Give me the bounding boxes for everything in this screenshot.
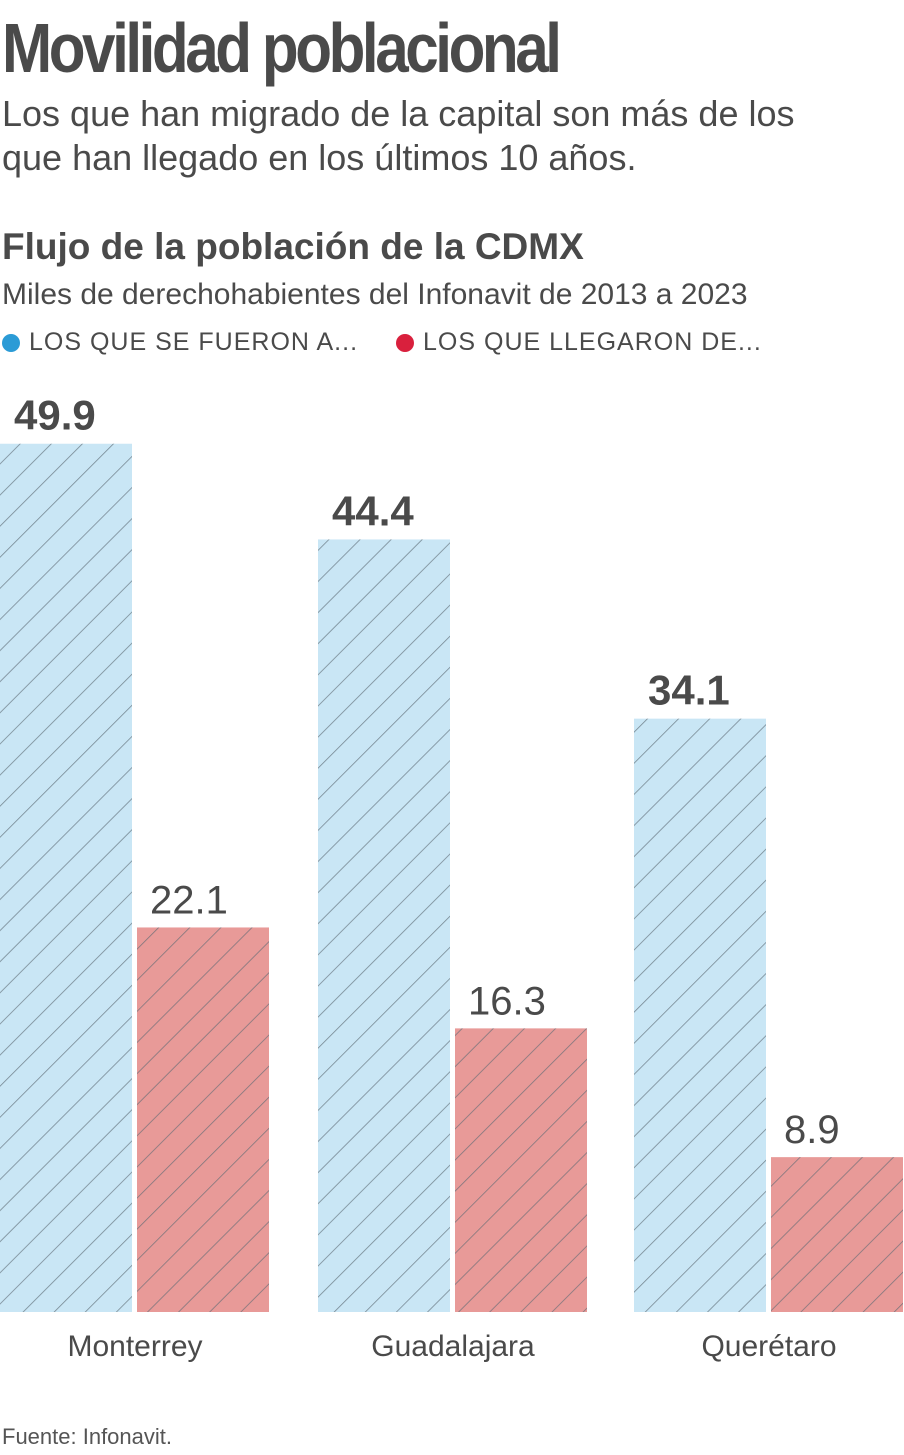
bar-chart: 49.9 22.1 Monterrey 44.4 16.3 Guadalajara 34.1…	[0, 392, 903, 1363]
category-label-0: Monterrey	[67, 1330, 202, 1363]
bar-hatch-left-1	[318, 539, 450, 1312]
bar-hatch-arrived-0	[137, 927, 269, 1312]
value-label-left-1: 44.4	[332, 487, 414, 534]
chart-subtitle: Miles de derechohabientes del Infonavit …	[2, 278, 748, 311]
category-label-2: Querétaro	[701, 1330, 836, 1363]
legend: LOS QUE SE FUERON A... LOS QUE LLEGARON …	[2, 328, 800, 357]
legend-dot-left-icon	[2, 333, 20, 352]
bars-group	[0, 443, 903, 1312]
value-label-left-0: 49.9	[14, 392, 96, 439]
legend-label-arrived: LOS QUE LLEGARON DE...	[423, 328, 762, 356]
category-label-1: Guadalajara	[371, 1330, 535, 1363]
chart-title: Flujo de la población de la CDMX	[2, 226, 584, 267]
bar-hatch-arrived-2	[771, 1157, 903, 1312]
source-note: Fuente: Infonavit.	[2, 1424, 172, 1449]
value-label-left-2: 34.1	[648, 667, 730, 714]
labels-group: 49.9 22.1 Monterrey 44.4 16.3 Guadalajara 34.1…	[14, 392, 840, 1363]
legend-label-left: LOS QUE SE FUERON A...	[29, 328, 359, 356]
legend-item-left: LOS QUE SE FUERON A...	[2, 328, 358, 357]
bar-hatch-arrived-1	[455, 1028, 587, 1312]
value-label-arrived-1: 16.3	[468, 979, 546, 1023]
value-label-arrived-0: 22.1	[150, 878, 228, 922]
value-label-arrived-2: 8.9	[784, 1108, 840, 1152]
legend-dot-arrived-icon	[396, 333, 415, 352]
subheadline: Los que han migrado de la capital son má…	[2, 93, 795, 178]
bar-hatch-left-0	[0, 443, 132, 1312]
legend-item-arrived: LOS QUE LLEGARON DE...	[396, 328, 762, 357]
headline: Movilidad poblacional	[2, 9, 562, 87]
bar-hatch-left-2	[634, 718, 766, 1312]
